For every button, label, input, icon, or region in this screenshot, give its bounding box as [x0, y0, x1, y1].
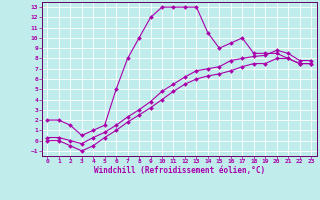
X-axis label: Windchill (Refroidissement éolien,°C): Windchill (Refroidissement éolien,°C): [94, 166, 265, 175]
